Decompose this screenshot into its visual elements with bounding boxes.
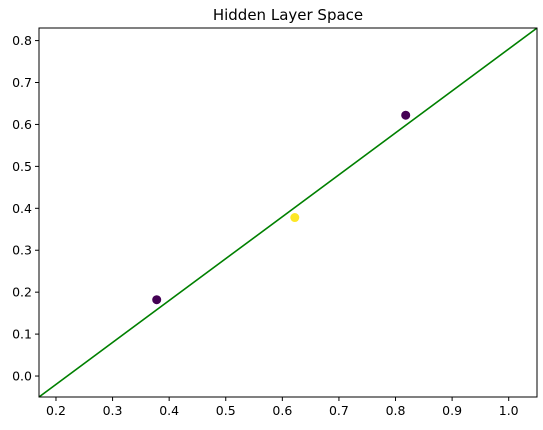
- scatter-point: [152, 295, 162, 305]
- y-tick-label: 0.0: [12, 369, 32, 384]
- y-tick-label: 0.6: [12, 117, 32, 132]
- y-tick-label: 0.3: [12, 243, 32, 258]
- x-tick-label: 0.8: [386, 403, 406, 418]
- x-tick-label: 0.2: [46, 403, 66, 418]
- scatter-point: [290, 213, 300, 223]
- y-tick-label: 0.2: [12, 285, 32, 300]
- y-tick-label: 0.5: [12, 159, 32, 174]
- scatter-point: [401, 110, 411, 120]
- x-tick-label: 0.4: [159, 403, 179, 418]
- x-tick-label: 0.9: [442, 403, 462, 418]
- plot-content: [39, 28, 537, 397]
- chart-title: Hidden Layer Space: [213, 6, 363, 24]
- x-tick-label: 0.7: [329, 403, 349, 418]
- y-tick-label: 0.4: [12, 201, 32, 216]
- x-axis-ticks: 0.2 0.3 0.4 0.5 0.6 0.7 0.8 0.9 1.0: [46, 397, 519, 418]
- y-tick-label: 0.1: [12, 327, 32, 342]
- plot-frame: [38, 27, 538, 398]
- x-tick-label: 0.3: [103, 403, 123, 418]
- x-tick-label: 0.5: [216, 403, 236, 418]
- x-tick-label: 0.6: [272, 403, 292, 418]
- decision-line: [39, 28, 537, 397]
- x-tick-label: 1.0: [499, 403, 519, 418]
- y-axis-ticks: 0.0 0.1 0.2 0.3 0.4 0.5 0.6 0.7 0.8: [12, 33, 39, 384]
- y-tick-label: 0.7: [12, 75, 32, 90]
- y-tick-label: 0.8: [12, 33, 32, 48]
